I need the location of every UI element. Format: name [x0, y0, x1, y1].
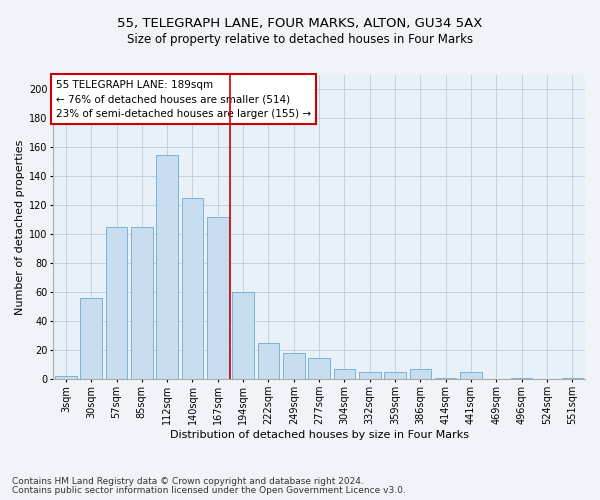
- Bar: [359, 372, 380, 380]
- Bar: [232, 292, 254, 380]
- Bar: [258, 343, 279, 380]
- Bar: [182, 198, 203, 380]
- Text: Size of property relative to detached houses in Four Marks: Size of property relative to detached ho…: [127, 32, 473, 46]
- Y-axis label: Number of detached properties: Number of detached properties: [15, 140, 25, 315]
- Bar: [80, 298, 102, 380]
- Bar: [334, 369, 355, 380]
- Text: 55 TELEGRAPH LANE: 189sqm
← 76% of detached houses are smaller (514)
23% of semi: 55 TELEGRAPH LANE: 189sqm ← 76% of detac…: [56, 80, 311, 119]
- Bar: [106, 227, 127, 380]
- Bar: [157, 154, 178, 380]
- Bar: [131, 227, 152, 380]
- Text: 55, TELEGRAPH LANE, FOUR MARKS, ALTON, GU34 5AX: 55, TELEGRAPH LANE, FOUR MARKS, ALTON, G…: [118, 18, 482, 30]
- Bar: [410, 369, 431, 380]
- Bar: [283, 354, 305, 380]
- Text: Contains HM Land Registry data © Crown copyright and database right 2024.: Contains HM Land Registry data © Crown c…: [12, 477, 364, 486]
- Bar: [562, 378, 583, 380]
- Text: Contains public sector information licensed under the Open Government Licence v3: Contains public sector information licen…: [12, 486, 406, 495]
- Bar: [385, 372, 406, 380]
- Bar: [308, 358, 330, 380]
- X-axis label: Distribution of detached houses by size in Four Marks: Distribution of detached houses by size …: [170, 430, 469, 440]
- Bar: [460, 372, 482, 380]
- Bar: [511, 378, 532, 380]
- Bar: [207, 217, 229, 380]
- Bar: [435, 378, 457, 380]
- Bar: [55, 376, 77, 380]
